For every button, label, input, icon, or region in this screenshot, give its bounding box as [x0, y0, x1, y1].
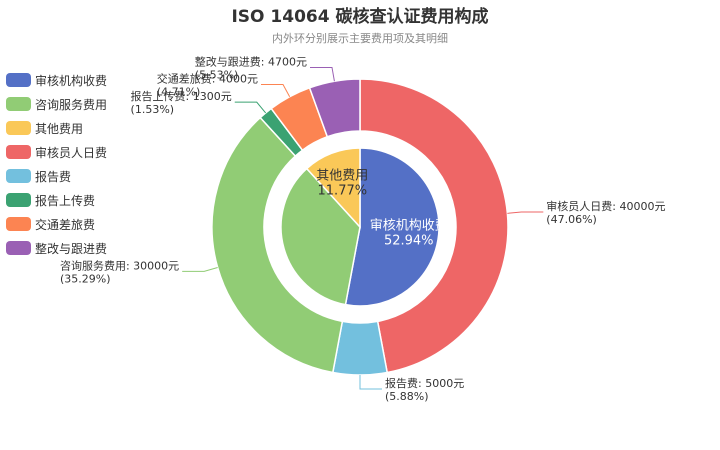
outer-slice-percent: (5.88%) [385, 390, 429, 403]
label-leader-line [234, 101, 267, 114]
legend-swatch [6, 217, 31, 231]
label-leader-line [507, 211, 544, 214]
legend-label: 交通差旅费 [35, 217, 96, 232]
legend-swatch [6, 241, 31, 255]
outer-slice-label: 交通差旅费: 4000元 [157, 71, 258, 85]
outer-slice-label: 报告上传费: 1300元 [131, 89, 232, 103]
outer-slice-percent: (5.53%) [195, 68, 239, 81]
outer-slice-0[interactable] [359, 78, 509, 374]
label-leader-line [182, 267, 218, 272]
legend-swatch [6, 121, 31, 135]
chart-title: ISO 14064 碳核查认证费用构成 [231, 7, 489, 27]
legend: 审核机构收费 咨询服务费用 其他费用审核员人日费 报告费报告上传费交通差旅费整改与跟进… [6, 68, 107, 260]
inner-slice-1[interactable] [280, 167, 361, 306]
outer-slice-percent: (1.53%) [131, 103, 175, 116]
legend-item-2[interactable]: 其他费用 [6, 116, 107, 140]
legend-label: 审核机构收费 [35, 73, 108, 88]
legend-label: 审核员人日费 [35, 145, 108, 160]
legend-item-7[interactable]: 整改与跟进费 [6, 236, 107, 260]
legend-swatch [6, 193, 31, 207]
legend-item-5[interactable]: 报告上传费 [6, 188, 107, 212]
legend-label: 报告上传费 [35, 193, 96, 208]
outer-slice-2[interactable] [211, 116, 344, 374]
legend-swatch [6, 97, 31, 111]
outer-slice-5[interactable] [308, 78, 361, 138]
legend-item-1[interactable]: 咨询服务费用 [6, 92, 107, 116]
outer-slice-label: 整改与跟进费: 4700元 [195, 54, 307, 68]
legend-label: 咨询服务费用 [35, 97, 108, 112]
legend-item-0[interactable]: 审核机构收费 [6, 68, 107, 92]
legend-swatch [6, 169, 31, 183]
outer-slice-label: 咨询服务费用: 30000元 [60, 258, 179, 272]
legend-item-3[interactable]: 审核员人日费 [6, 140, 107, 164]
inner-slice-2[interactable] [305, 147, 361, 229]
legend-item-4[interactable]: 报告费 [6, 164, 107, 188]
inner-slice-percent: 52.94% [384, 234, 434, 249]
inner-slice-label: 审核机构收费 [370, 219, 448, 234]
label-leader-line [359, 375, 382, 390]
outer-slice-percent: (4.71%) [157, 85, 201, 98]
legend-label: 报告费 [35, 169, 72, 184]
outer-slice-percent: (35.29%) [60, 272, 111, 285]
legend-label: 其他费用 [35, 121, 84, 136]
legend-label: 整改与跟进费 [35, 241, 108, 256]
outer-slice-label: 审核员人日费: 40000元 [546, 199, 665, 213]
inner-slice-percent: 11.77% [318, 183, 368, 198]
outer-slice-percent: (47.06%) [546, 213, 597, 226]
label-leader-line [310, 66, 335, 82]
inner-slice-0[interactable] [344, 147, 440, 307]
inner-slice-label: 其他费用 [316, 168, 368, 183]
chart-subtitle: 内外环分别展示主要费用项及其明细 [272, 32, 448, 45]
legend-swatch [6, 145, 31, 159]
legend-item-6[interactable]: 交通差旅费 [6, 212, 107, 236]
label-leader-line [261, 83, 291, 98]
legend-swatch [6, 73, 31, 87]
outer-slice-label: 报告费: 5000元 [385, 376, 464, 390]
